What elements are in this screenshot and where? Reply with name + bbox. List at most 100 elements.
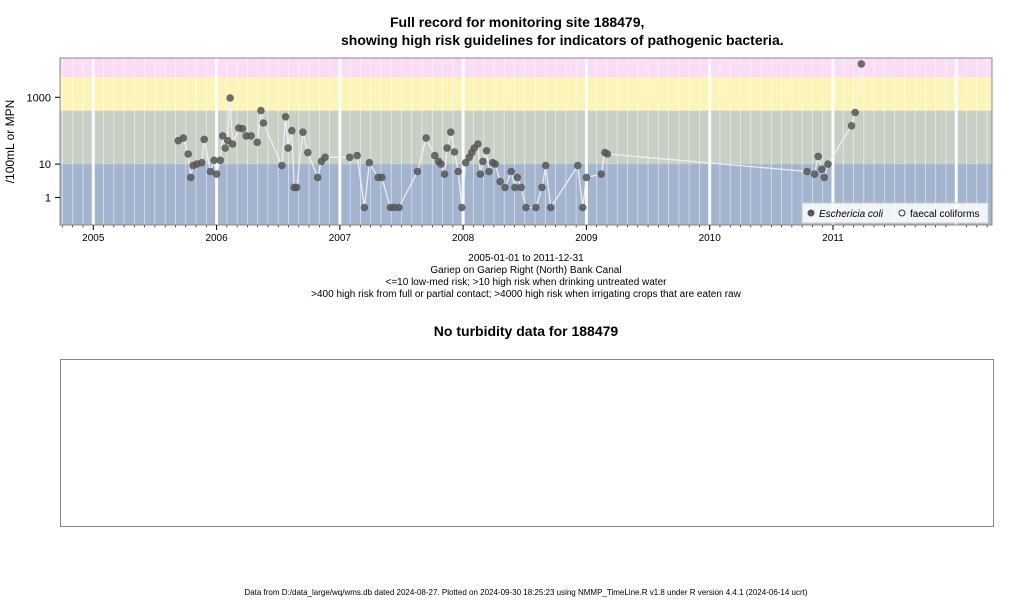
site-name: Gariep on Gariep Right (North) Bank Cana… xyxy=(430,265,622,276)
data-point xyxy=(284,144,292,152)
legend: Eschericia coli faecal coliforms xyxy=(801,202,989,224)
data-point xyxy=(447,128,455,136)
data-point xyxy=(210,156,218,165)
risk-band-2 xyxy=(60,77,992,111)
data-point xyxy=(578,203,587,212)
data-point xyxy=(292,183,301,192)
data-point xyxy=(820,173,829,182)
guideline-contact-irrigation: >400 high risk from full or partial cont… xyxy=(311,289,741,300)
data-point xyxy=(360,203,369,212)
data-point xyxy=(443,144,451,152)
data-point xyxy=(198,158,206,167)
data-point xyxy=(288,126,296,135)
data-point xyxy=(517,183,525,192)
data-point xyxy=(461,158,470,167)
y-axis: 1 10 1000 xyxy=(27,92,60,204)
data-point xyxy=(345,153,354,162)
x-tick-label: 2010 xyxy=(699,233,722,244)
data-point xyxy=(221,144,229,152)
data-point xyxy=(304,148,312,157)
bacteria-chart: 1 10 1000 2005 2006 2007 2008 2009 2010 2011 /10… xyxy=(3,57,993,244)
y-tick-label: 1 xyxy=(45,192,51,204)
data-point xyxy=(803,167,811,176)
data-point xyxy=(179,134,188,142)
data-point xyxy=(186,173,195,182)
data-point xyxy=(321,153,329,162)
data-point xyxy=(431,151,439,160)
data-point xyxy=(507,167,515,176)
series-line-0 xyxy=(178,63,862,210)
data-point xyxy=(259,119,268,127)
legend-marker-ecoli xyxy=(807,209,815,217)
data-point xyxy=(824,160,832,168)
data-point xyxy=(511,183,519,192)
data-point xyxy=(603,150,612,158)
data-point xyxy=(206,167,215,176)
x-axis: 2005 2006 2007 2008 2009 2010 2011 xyxy=(62,225,988,244)
data-point xyxy=(257,106,265,115)
data-point xyxy=(238,124,247,133)
data-point xyxy=(538,183,546,192)
data-point xyxy=(479,157,487,166)
x-tick-label: 2007 xyxy=(329,233,352,244)
data-point xyxy=(522,203,530,212)
x-tick-label: 2008 xyxy=(452,233,475,244)
data-point xyxy=(814,152,822,161)
data-point xyxy=(353,151,361,160)
data-point xyxy=(482,147,491,155)
data-point xyxy=(818,165,826,174)
x-tick-label: 2009 xyxy=(575,233,598,244)
data-point xyxy=(496,177,504,186)
data-point xyxy=(476,170,485,178)
data-point xyxy=(450,148,459,156)
data-point xyxy=(458,203,466,212)
data-point xyxy=(313,173,322,182)
legend-marker-faecal-coliforms xyxy=(898,209,906,217)
turbidity-title: No turbidity data for 188479 xyxy=(433,323,619,339)
data-point xyxy=(226,94,234,102)
risk-band-3 xyxy=(60,58,992,78)
data-point xyxy=(422,134,430,142)
data-point xyxy=(491,160,500,168)
legend-label-ecoli: Eschericia coli xyxy=(819,209,884,220)
gridlines xyxy=(62,58,988,225)
date-range: 2005-01-01 to 2011-12-31 xyxy=(468,253,584,264)
data-point xyxy=(541,161,550,170)
x-tick-label: 2011 xyxy=(822,233,844,244)
guideline-drinking: <=10 low-med risk; >10 high risk when dr… xyxy=(385,277,667,288)
data-point xyxy=(501,183,509,192)
chart-title-line2: showing high risk guidelines for indicat… xyxy=(341,32,784,48)
y-axis-label: /100mL or MPN xyxy=(3,100,17,184)
data-point xyxy=(253,138,261,147)
data-point xyxy=(513,173,522,182)
data-point xyxy=(810,170,819,178)
data-point xyxy=(281,113,290,121)
data-point xyxy=(474,140,482,148)
data-points xyxy=(174,60,866,212)
data-point xyxy=(440,170,449,178)
footer-provenance: Data from D:/data_large/wq/wms.db dated … xyxy=(244,588,808,597)
data-point xyxy=(278,161,286,170)
chart-title-line1: Full record for monitoring site 188479, xyxy=(390,14,645,30)
y-tick-label: 1000 xyxy=(27,92,51,104)
data-point xyxy=(582,173,591,182)
data-point xyxy=(532,203,540,212)
x-tick-label: 2006 xyxy=(205,233,228,244)
risk-bands xyxy=(60,58,992,225)
data-point xyxy=(299,128,307,136)
data-point xyxy=(378,173,386,182)
risk-band-1 xyxy=(60,110,992,165)
plot-frame xyxy=(59,57,993,226)
data-point xyxy=(485,167,493,176)
data-point xyxy=(546,203,555,212)
data-point xyxy=(597,170,605,178)
data-point xyxy=(851,108,859,117)
data-point xyxy=(216,156,225,165)
data-point xyxy=(437,160,445,168)
data-point xyxy=(200,135,208,144)
data-point xyxy=(365,158,374,167)
turbidity-plot-area xyxy=(60,359,994,527)
data-point xyxy=(847,122,856,130)
data-point xyxy=(184,150,192,158)
data-point xyxy=(454,167,463,176)
